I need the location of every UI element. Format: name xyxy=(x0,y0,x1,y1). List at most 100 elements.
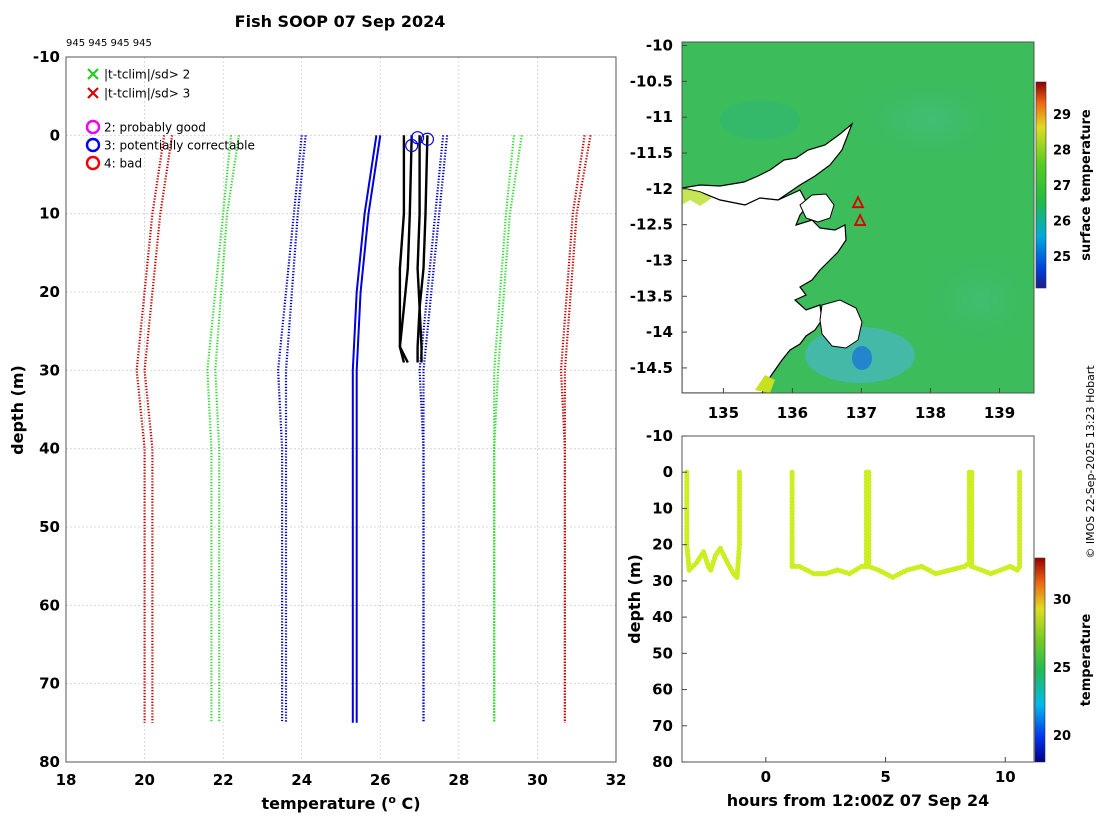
ts-y-tick-label: 20 xyxy=(652,536,673,554)
sst-colorbar-tick-label: 28 xyxy=(1053,143,1071,158)
sst-colorbar-label: surface temperature xyxy=(1079,109,1094,261)
timeseries-plot-area xyxy=(682,436,1034,762)
profile-axes-box xyxy=(65,56,617,763)
map-y-tick-label: -11.5 xyxy=(630,144,673,162)
sst-tick-labels: 135 136 137 138 139 -10 -10.5 -11 -11.5 -12 -12.5 -… xyxy=(630,37,1015,422)
figure-title: Fish SOOP 07 Sep 2024 xyxy=(235,12,446,31)
climatology-series xyxy=(214,135,240,723)
timeseries-colorbar-label: temperature xyxy=(1079,614,1094,707)
timeseries-panel: 0 5 10 -10 0 10 20 30 40 50 60 70 80 hours from 12:0… xyxy=(625,427,1094,810)
profile-xlabel: temperature (o C) xyxy=(261,793,420,813)
x-tick-label: 26 xyxy=(370,771,391,789)
map-y-tick-label: -13 xyxy=(646,251,673,269)
legend-label: |t-tclim|/sd> 2 xyxy=(104,68,190,82)
ts-y-tick-label: 40 xyxy=(652,608,673,626)
y-tick-label: -10 xyxy=(33,48,60,66)
profile-ylabel: depth (m) xyxy=(8,365,27,455)
ts-point xyxy=(793,563,799,570)
y-tick-label: 30 xyxy=(39,361,60,379)
ts-y-tick-label: 10 xyxy=(652,499,673,517)
map-y-tick-label: -11 xyxy=(646,108,673,126)
climatology-series xyxy=(135,135,166,723)
climatology-series xyxy=(351,135,378,723)
ts-x-tick-label: 5 xyxy=(880,768,890,786)
sst-patch xyxy=(900,230,1034,370)
ts-y-tick-label: 80 xyxy=(652,753,673,771)
flag-marker xyxy=(411,131,425,145)
ts-colorbar-tick-label: 30 xyxy=(1053,593,1071,608)
map-y-tick-label: -13.5 xyxy=(630,287,673,305)
track-marker xyxy=(853,213,867,226)
legend-marker-circle xyxy=(85,137,101,153)
legend-marker-circle xyxy=(85,119,101,135)
profile-ids: 945 945 945 945 xyxy=(66,38,152,49)
y-tick-label: 70 xyxy=(39,675,60,693)
ts-y-tick-label: 0 xyxy=(663,463,673,481)
ts-point xyxy=(736,469,743,475)
x-tick-label: 30 xyxy=(527,771,548,789)
sst-map-panel: 135 136 137 138 139 -10 -10.5 -11 -11.5 -12 -12.5 -… xyxy=(630,37,1094,422)
sst-patch xyxy=(820,60,1034,180)
timeseries-colorbar-ticks: 20 25 30 xyxy=(1053,593,1071,744)
ts-point xyxy=(789,563,795,570)
map-y-tick-label: -12.5 xyxy=(630,216,673,234)
observed-profiles xyxy=(398,135,429,364)
timeseries-points xyxy=(684,469,1023,580)
y-tick-label: 20 xyxy=(39,283,60,301)
ship-track xyxy=(851,195,867,226)
map-x-tick-label: 137 xyxy=(846,404,877,422)
profile-plot-area xyxy=(66,57,616,762)
sst-axes-box xyxy=(681,41,1035,394)
y-tick-label: 80 xyxy=(39,753,60,771)
sst-colorbar-tick-label: 29 xyxy=(1053,108,1071,123)
map-x-tick-label: 139 xyxy=(984,404,1015,422)
flag-marker xyxy=(420,132,435,146)
profile-panel: 18 20 22 24 26 28 30 32 -10 0 10 20 30 40 50 60 70 80 |t-… xyxy=(8,48,626,813)
timeseries-axes-box xyxy=(681,435,1035,763)
sst-colorbar-tick-label: 26 xyxy=(1053,215,1071,230)
sst-cool-core xyxy=(852,346,872,370)
climatology-series xyxy=(276,135,303,723)
y-tick-label: 60 xyxy=(39,596,60,614)
legend-marker-x xyxy=(87,68,99,80)
timeseries-colorbar xyxy=(1034,557,1046,763)
observed-profile xyxy=(418,135,429,363)
map-y-tick-label: -10 xyxy=(646,37,673,55)
climatology-series xyxy=(563,135,592,723)
map-y-tick-label: -14.5 xyxy=(630,359,673,377)
ts-y-tick-label: -10 xyxy=(646,427,673,445)
climatology-series xyxy=(355,135,382,723)
sst-colorbar-tick-label: 25 xyxy=(1053,250,1071,265)
x-tick-label: 32 xyxy=(606,771,627,789)
sst-colorbar-ticks: 25 26 27 28 29 xyxy=(1053,108,1071,265)
legend-marker-x xyxy=(87,87,99,99)
ts-y-tick-label: 30 xyxy=(652,572,673,590)
ts-point xyxy=(1017,469,1023,475)
ts-y-tick-label: 60 xyxy=(652,681,673,699)
x-tick-label: 28 xyxy=(448,771,469,789)
timeseries-tick-labels: 0 5 10 -10 0 10 20 30 40 50 60 70 80 xyxy=(646,427,1016,786)
map-y-tick-label: -12 xyxy=(646,180,673,198)
x-tick-label: 18 xyxy=(56,771,77,789)
coastal-warm-patch xyxy=(682,188,712,206)
climatology-series xyxy=(422,135,449,723)
arnhem-land-main xyxy=(682,187,847,393)
coastal-warm-patch xyxy=(755,375,775,393)
ts-x-tick-label: 10 xyxy=(995,768,1016,786)
legend-label: 2: probably good xyxy=(104,121,206,135)
sst-patch xyxy=(720,100,800,140)
map-x-tick-label: 138 xyxy=(915,404,946,422)
climatology-series xyxy=(206,135,233,723)
sst-colorbar-tick-label: 27 xyxy=(1053,179,1071,194)
climatology-series xyxy=(284,135,307,723)
track-marker xyxy=(851,195,865,209)
legend-label: |t-tclim|/sd> 3 xyxy=(104,87,190,101)
x-tick-label: 22 xyxy=(213,771,234,789)
climatology-lines xyxy=(135,135,592,723)
timeseries-ylabel: depth (m) xyxy=(625,554,644,644)
ts-y-tick-label: 50 xyxy=(652,644,673,662)
observed-profile xyxy=(416,135,421,363)
ts-colorbar-tick-label: 20 xyxy=(1053,729,1071,744)
x-tick-label: 24 xyxy=(291,771,312,789)
